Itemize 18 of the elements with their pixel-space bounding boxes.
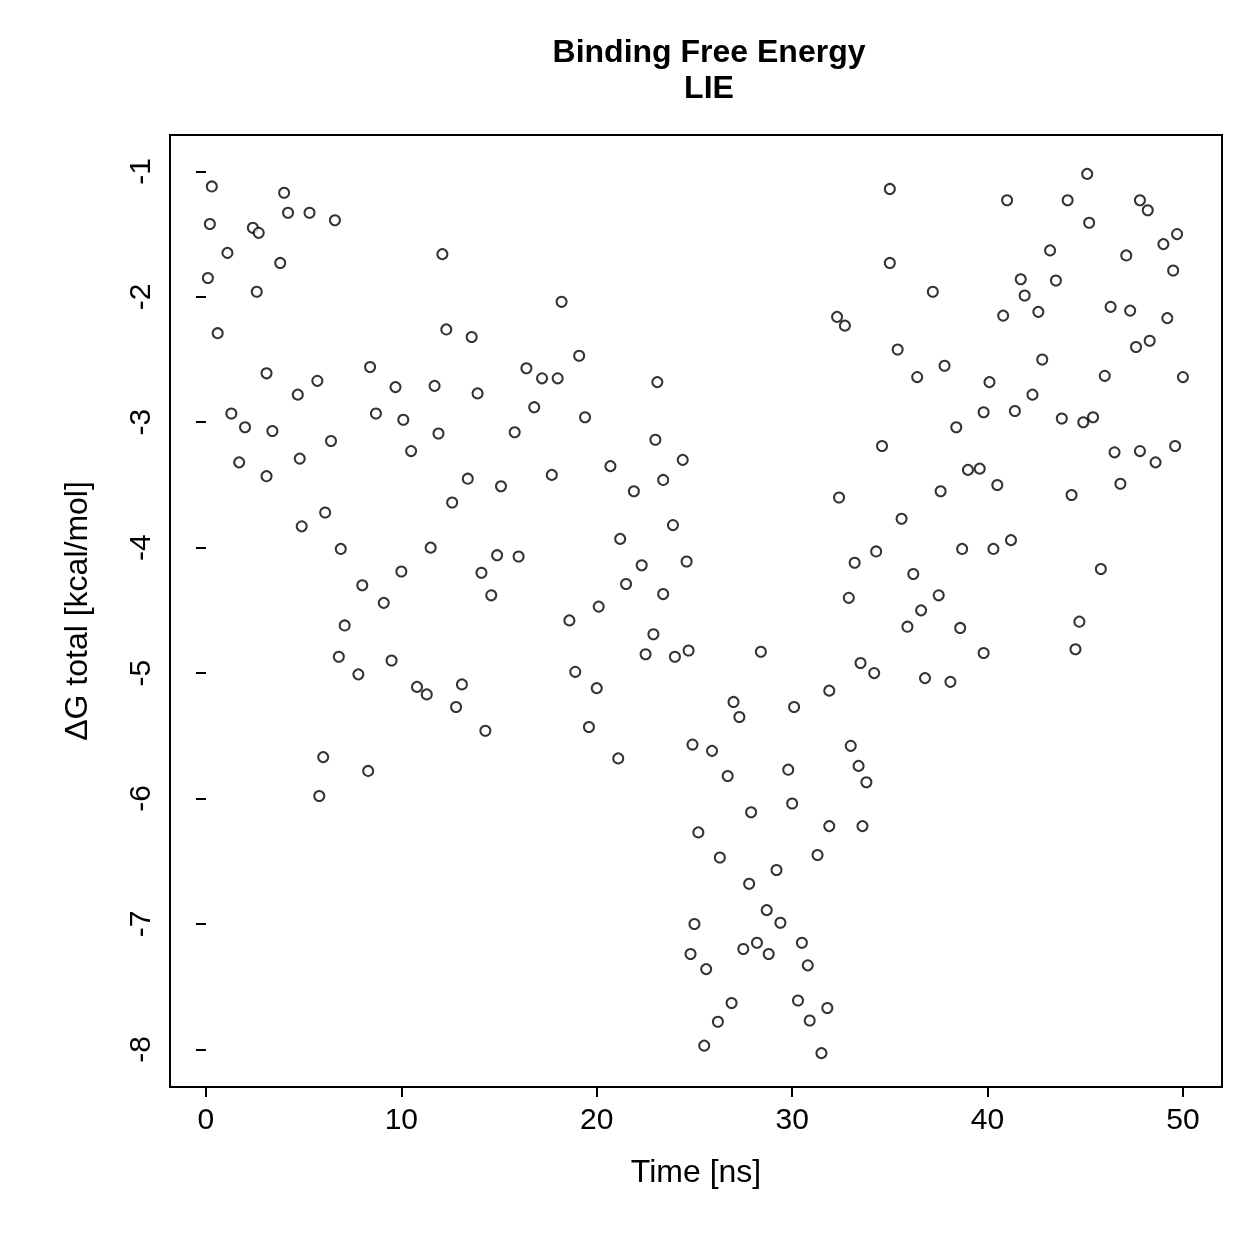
y-tick-label: -2	[122, 283, 156, 311]
y-axis-title: ΔG total [kcal/mol]	[58, 481, 94, 741]
y-tick-label: -7	[122, 910, 156, 938]
x-tick-label: 20	[580, 1101, 614, 1135]
x-axis-title: Time [ns]	[630, 1153, 762, 1189]
x-tick-label: 50	[1166, 1101, 1200, 1135]
x-tick-label: 10	[384, 1101, 419, 1135]
y-tick-label: -4	[122, 534, 156, 561]
chart-subtitle: LIE	[684, 69, 734, 105]
x-tick-label: 0	[197, 1101, 215, 1135]
y-tick-label: -8	[122, 1036, 156, 1063]
x-tick-label: 30	[775, 1101, 809, 1135]
y-tick-label: -5	[122, 659, 156, 687]
y-tick-label: -1	[122, 158, 156, 185]
y-tick-label: -6	[122, 785, 156, 812]
chart-title: Binding Free Energy	[552, 33, 866, 69]
x-tick-label: 40	[970, 1101, 1005, 1135]
y-tick-label: -3	[122, 408, 156, 436]
